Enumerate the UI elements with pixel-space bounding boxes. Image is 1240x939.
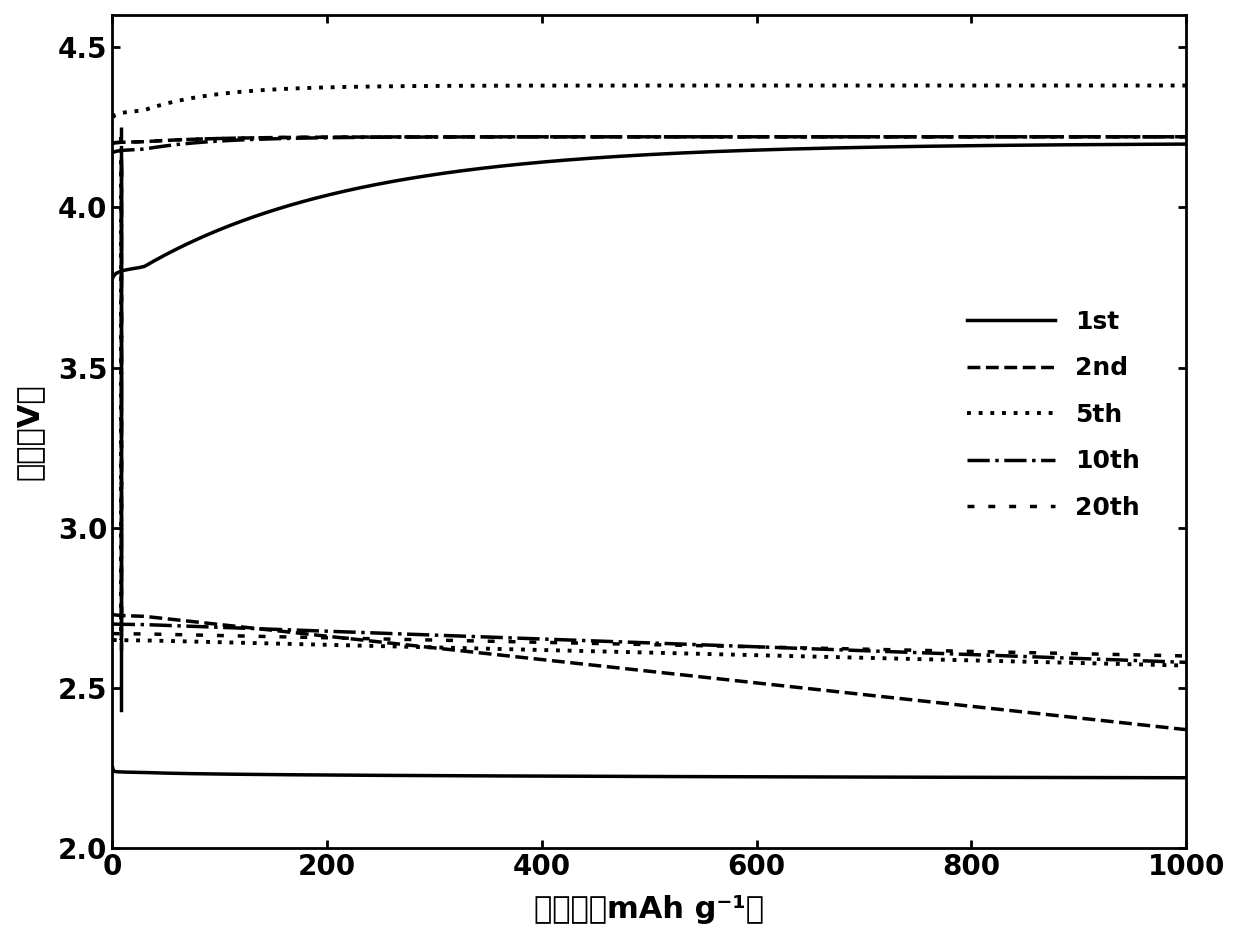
X-axis label: 比容量（mAh g⁻¹）: 比容量（mAh g⁻¹） (534, 895, 764, 924)
Y-axis label: 电压（V）: 电压（V） (15, 383, 43, 480)
Legend: 1st, 2nd, 5th, 10th, 20th: 1st, 2nd, 5th, 10th, 20th (955, 298, 1152, 532)
